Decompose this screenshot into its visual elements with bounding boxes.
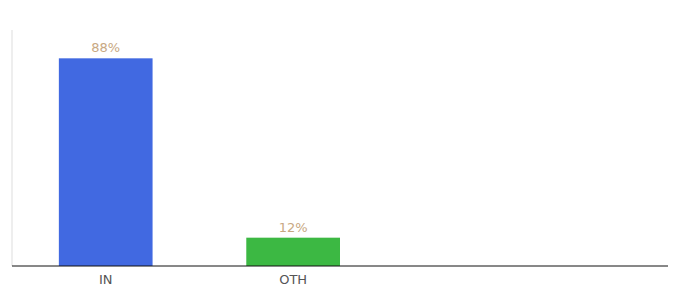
y-range-line xyxy=(12,30,13,266)
chart-svg: IN OTH 88% 12% xyxy=(0,0,680,300)
bars xyxy=(59,58,340,266)
data-label: 88% xyxy=(91,40,120,55)
data-label: 12% xyxy=(279,220,308,235)
x-axis-line xyxy=(12,266,668,267)
bar xyxy=(246,238,340,266)
bar xyxy=(59,58,153,266)
x-tick-label: OTH xyxy=(279,272,307,287)
x-tick-label: IN xyxy=(99,272,113,287)
chart-container: IN OTH 88% 12% xyxy=(0,0,680,300)
